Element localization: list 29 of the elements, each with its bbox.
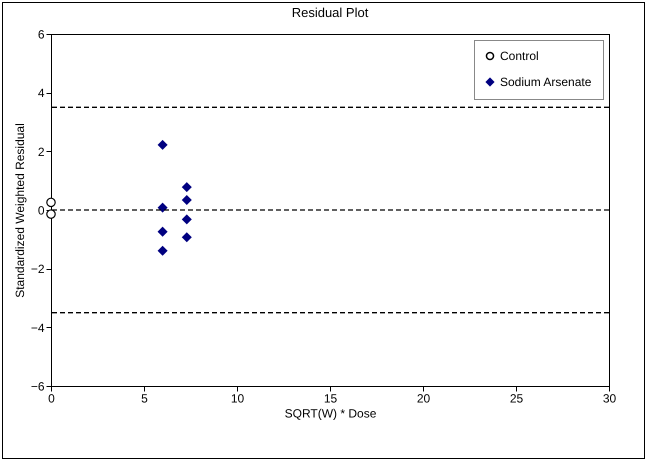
point [182, 182, 192, 192]
point [158, 226, 168, 236]
point [182, 232, 192, 242]
x-tick-label: 30 [602, 392, 616, 406]
point [158, 202, 168, 212]
y-tick-label: 4 [38, 86, 45, 100]
x-tick-label: 20 [416, 392, 430, 406]
x-tick-label: 10 [230, 392, 244, 406]
point [182, 195, 192, 205]
y-tick-label: 2 [38, 144, 45, 159]
point [182, 214, 192, 224]
point [158, 246, 168, 256]
y-tick-label: 0 [38, 204, 45, 218]
y-tick-label: −6 [30, 380, 45, 394]
x-tick-label: 25 [510, 392, 524, 406]
point [46, 198, 56, 208]
y-tick-label: −2 [30, 262, 45, 276]
y-tick-label: 6 [38, 28, 45, 42]
legend-label: Control [500, 49, 539, 63]
x-tick-label: 5 [141, 392, 148, 406]
y-axis-title: Standardized Weighted Residual [12, 123, 27, 298]
chart-title: Residual Plot [292, 5, 369, 20]
point [46, 209, 56, 219]
x-tick-label: 15 [324, 392, 338, 406]
point [158, 140, 168, 150]
y-tick-label: −4 [30, 320, 45, 335]
x-tick-label: 0 [48, 392, 56, 406]
x-axis-title: SQRT(W) * Dose [284, 406, 377, 420]
legend-label: Sodium Arsenate [500, 75, 592, 89]
